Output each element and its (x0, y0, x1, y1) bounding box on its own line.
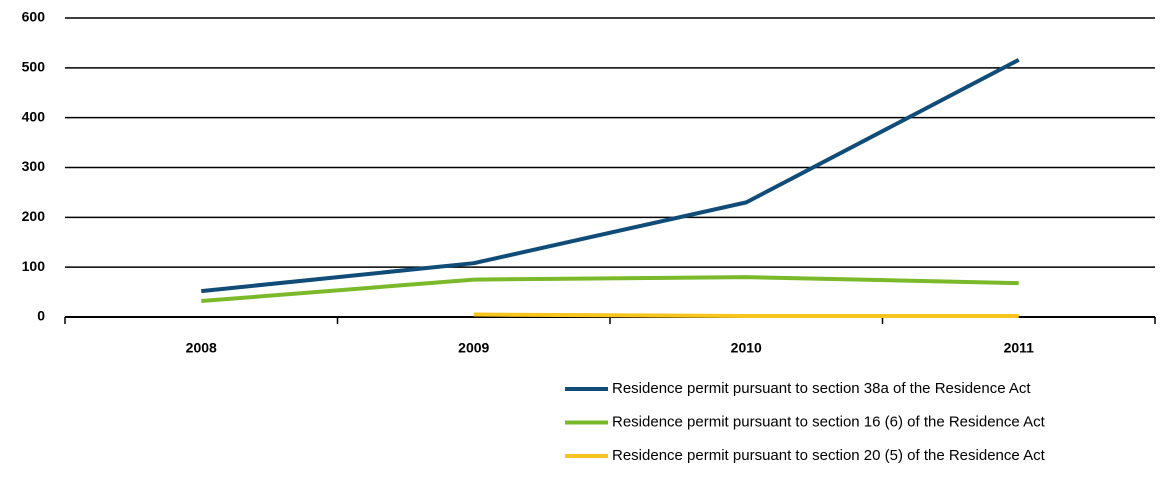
x-tick-label: 2008 (186, 340, 217, 356)
line-series (201, 58, 1020, 294)
y-tick-label: 500 (22, 59, 46, 75)
y-tick-label: 600 (22, 9, 46, 25)
legend-label: Residence permit pursuant to section 20 … (612, 447, 1046, 464)
x-tick-label: 2009 (458, 340, 489, 356)
y-tick-label: 200 (22, 208, 46, 224)
legend-label: Residence permit pursuant to section 16 … (612, 413, 1046, 430)
line-series (473, 312, 1019, 319)
line-series (201, 275, 1019, 304)
y-tick-label: 0 (37, 308, 45, 324)
y-tick-label: 300 (22, 158, 46, 174)
x-tick-label: 2011 (1004, 340, 1035, 356)
y-tick-label: 100 (22, 258, 46, 274)
x-tick-label: 2010 (731, 340, 762, 356)
y-tick-label: 400 (22, 108, 46, 124)
legend-label: Residence permit pursuant to section 38a… (612, 380, 1031, 397)
